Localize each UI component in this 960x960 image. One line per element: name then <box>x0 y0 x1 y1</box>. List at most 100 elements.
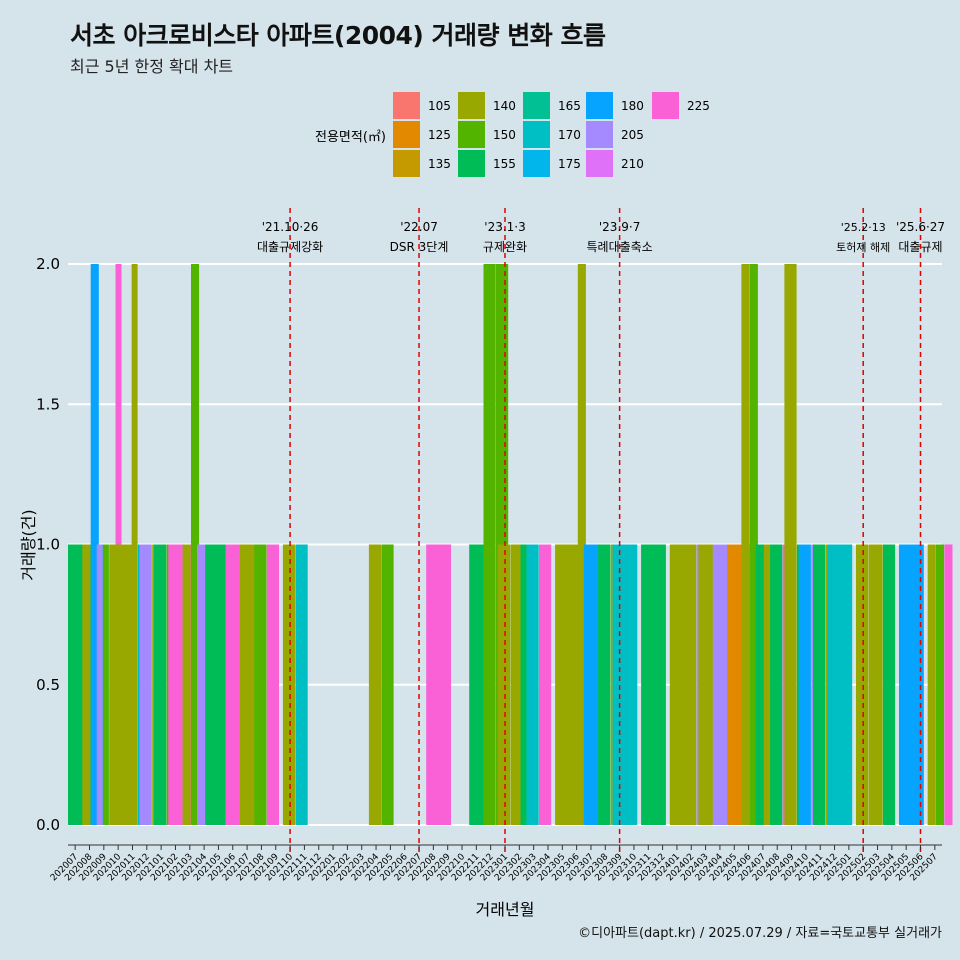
bar-202108-225 <box>266 544 279 825</box>
bar-202302-155 <box>520 544 529 825</box>
annotation-date: '22.07 <box>400 220 438 234</box>
bar-202309-170 <box>612 544 638 825</box>
bar-202009-150 <box>102 544 109 825</box>
bar-202103-140 <box>182 544 191 825</box>
bar-202406-140 <box>741 264 750 825</box>
legend-label-175: 175 <box>558 157 581 171</box>
annotation-label: 규제완화 <box>483 240 527 254</box>
legend: 전용면적(㎡) 105 125 135 140 150 155 165 170 175 180 205… <box>315 92 710 177</box>
annotation-date: '25.2·13 <box>841 221 886 234</box>
bar-202311-155 <box>641 544 666 825</box>
bar-202410-180 <box>798 544 811 825</box>
annotation-date: '21.10·26 <box>262 220 319 234</box>
y-axis-title: 거래량(건) <box>19 509 38 580</box>
bar-202104-205 <box>197 544 206 825</box>
bar-202302-140 <box>512 544 521 825</box>
bar-202412-170 <box>827 544 853 825</box>
bar-202402-140 <box>684 544 697 825</box>
bar-202011-140 <box>125 544 132 825</box>
bar-202101-155 <box>154 544 167 825</box>
legend-swatch-105 <box>393 92 420 119</box>
bar-202204-150 <box>381 544 394 825</box>
legend-swatch-155 <box>458 150 485 177</box>
annotation-label: 토허제 해제 <box>836 240 890 254</box>
bar-202301-140 <box>497 544 510 825</box>
legend-swatch-135 <box>393 150 420 177</box>
legend-title: 전용면적(㎡) <box>315 130 386 145</box>
bar-202502-140 <box>856 544 869 825</box>
bar-202408-155 <box>770 544 783 825</box>
bar-202208-225 <box>426 544 451 825</box>
bar-202011-140 <box>131 264 138 825</box>
bar-202108-150 <box>254 544 267 825</box>
bar-202212-150 <box>483 264 496 825</box>
legend-swatch-205 <box>586 121 613 148</box>
y-tick-label: 2.0 <box>36 255 60 273</box>
bar-202110-170 <box>295 544 308 825</box>
legend-label-140: 140 <box>493 99 516 113</box>
x-axis-title: 거래년월 <box>476 900 535 919</box>
annotations: '21.10·26 대출규제강화 '22.07 DSR 3단계 '23.1·3 규제완화 '… <box>257 208 945 855</box>
legend-label-125: 125 <box>428 128 451 142</box>
bar-202306-140 <box>569 544 578 825</box>
bar-202503-140 <box>870 544 883 825</box>
legend-label-105: 105 <box>428 99 451 113</box>
legend-label-180: 180 <box>621 99 644 113</box>
bar-202503-155 <box>882 544 896 825</box>
bar-202008-180 <box>90 264 99 825</box>
legend-label-150: 150 <box>493 128 516 142</box>
legend-swatch-165 <box>523 92 550 119</box>
legend-label-165: 165 <box>558 99 581 113</box>
bar-202308-155 <box>598 544 611 825</box>
y-tick-label: 1.5 <box>36 395 60 413</box>
bar-202303-225 <box>539 544 552 825</box>
annotation-label: 대출규제강화 <box>257 240 323 254</box>
legend-swatch-180 <box>586 92 613 119</box>
legend-label-170: 170 <box>558 128 581 142</box>
bar-202505-180 <box>899 544 924 825</box>
bar-202507-225 <box>944 544 953 825</box>
annotation-date: '23.1·3 <box>484 220 525 234</box>
legend-swatch-175 <box>523 150 550 177</box>
annotation-date: '25.6·27 <box>896 220 945 234</box>
y-tick-label: 1.0 <box>36 536 60 554</box>
bar-202008-140 <box>82 544 91 825</box>
annotation-date: '23.9·7 <box>599 220 640 234</box>
legend-swatch-170 <box>523 121 550 148</box>
annotation-label: 특례대출축소 <box>586 240 652 254</box>
chart-subtitle: 최근 5년 한정 확대 차트 <box>70 57 234 76</box>
y-tick-label: 0.0 <box>36 816 60 834</box>
bar-202306-140 <box>577 264 586 825</box>
bar-202110-140 <box>282 544 296 825</box>
annotation-label: DSR 3단계 <box>390 240 449 254</box>
bar-202507-150 <box>936 544 945 825</box>
legend-swatch-225 <box>652 92 679 119</box>
bar-202407-140 <box>764 544 773 825</box>
bar-202407-155 <box>755 544 764 825</box>
bar-202507-140 <box>927 544 936 825</box>
bar-202104-155 <box>205 544 214 825</box>
y-tick-label: 0.5 <box>36 676 60 694</box>
bar-202411-155 <box>813 544 826 825</box>
legend-label-155: 155 <box>493 157 516 171</box>
bar-202406-150 <box>749 264 758 825</box>
source-caption: ©디아파트(dapt.kr) / 2025.07.29 / 자료=국토교통부 실… <box>578 926 942 941</box>
legend-swatch-210 <box>586 150 613 177</box>
bar-202103-150 <box>191 264 200 825</box>
legend-label-205: 205 <box>621 128 644 142</box>
bar-202009-205 <box>96 544 103 825</box>
bar-202204-140 <box>368 544 382 825</box>
legend-label-135: 135 <box>428 157 451 171</box>
annotation-label: 대출규제 <box>898 240 942 254</box>
legend-label-225: 225 <box>687 99 710 113</box>
legend-swatch-150 <box>458 121 485 148</box>
bar-202303-170 <box>526 544 539 825</box>
bar-202409-140 <box>784 264 797 825</box>
bars <box>68 264 953 825</box>
legend-swatch-125 <box>393 121 420 148</box>
legend-label-210: 210 <box>621 157 644 171</box>
legend-swatch-140 <box>458 92 485 119</box>
chart-title: 서초 아크로비스타 아파트(2004) 거래량 변화 흐름 <box>70 21 606 50</box>
bar-202012-205 <box>139 544 152 825</box>
